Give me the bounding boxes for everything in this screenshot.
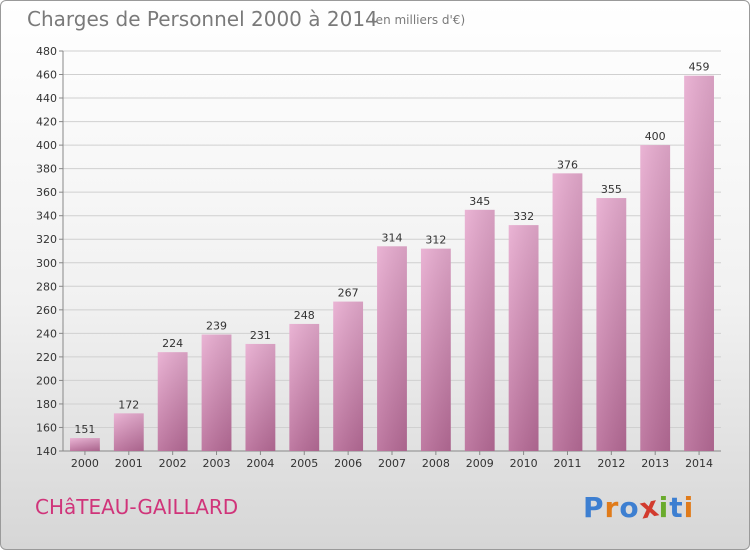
- y-tick-label: 460: [36, 69, 57, 82]
- bar-value-label: 267: [338, 287, 359, 300]
- y-tick-label: 240: [36, 327, 57, 340]
- bar-shade: [640, 145, 671, 451]
- proxiti-logo: Proxiti: [583, 489, 695, 526]
- y-tick-label: 380: [36, 163, 57, 176]
- bar-chart: 140 160 180 200 220 240 260 280 300 320 340 360 380 4…: [36, 45, 721, 470]
- x-tick-label: 2010: [510, 457, 538, 470]
- y-tick-label: 220: [36, 351, 57, 364]
- bar-value-label: 239: [206, 320, 227, 333]
- y-tick-label: 280: [36, 280, 57, 293]
- x-tick-label: 2011: [553, 457, 581, 470]
- x-tick-label: 2000: [71, 457, 99, 470]
- y-tick-label: 260: [36, 304, 57, 317]
- bar-value-label: 459: [689, 61, 710, 74]
- city-name: CHâTEAU-GAILLARD: [35, 495, 239, 519]
- bar-value-label: 151: [74, 423, 95, 436]
- bar-value-label: 312: [425, 234, 446, 247]
- x-tick-label: 2008: [422, 457, 450, 470]
- bar-value-label: 376: [557, 158, 578, 171]
- bar-shade: [464, 209, 495, 451]
- bar-value-label: 314: [382, 231, 403, 244]
- x-tick-label: 2014: [685, 457, 713, 470]
- y-tick-label: 320: [36, 233, 57, 246]
- x-tick-label: 2004: [246, 457, 274, 470]
- y-tick-label: 440: [36, 92, 57, 105]
- bar-value-label: 172: [118, 398, 139, 411]
- bar-value-label: 332: [513, 210, 534, 223]
- x-tick-label: 2007: [378, 457, 406, 470]
- x-tick-label: 2006: [334, 457, 362, 470]
- y-tick-label: 340: [36, 210, 57, 223]
- x-tick-label: 2002: [159, 457, 187, 470]
- bar-shade: [377, 246, 407, 451]
- y-tick-label: 300: [36, 257, 57, 270]
- y-tick-label: 200: [36, 374, 57, 387]
- bar-shade: [245, 343, 276, 451]
- bar-value-label: 224: [162, 337, 183, 350]
- bar-shade: [201, 334, 232, 451]
- bar-shade: [113, 413, 144, 451]
- bar-shade: [552, 173, 583, 451]
- bar-shade: [289, 323, 320, 451]
- chart-subtitle: (en milliers d'€): [371, 13, 466, 27]
- bar-value-label: 355: [601, 183, 622, 196]
- chart-title: Charges de Personnel 2000 à 2014: [27, 7, 378, 31]
- bar-shade: [684, 75, 714, 452]
- y-tick-label: 420: [36, 116, 57, 129]
- bar-value-label: 248: [294, 309, 315, 322]
- x-tick-label: 2013: [641, 457, 669, 470]
- bar-value-label: 345: [469, 195, 490, 208]
- x-tick-label: 2005: [290, 457, 318, 470]
- bar-shade: [333, 301, 364, 451]
- y-tick-label: 360: [36, 186, 57, 199]
- bar-shade: [596, 198, 627, 451]
- y-tick-label: 140: [36, 445, 57, 458]
- bar-value-label: 400: [645, 130, 666, 143]
- bar-shade: [508, 225, 539, 451]
- x-tick-label: 2003: [203, 457, 231, 470]
- y-tick-label: 180: [36, 398, 57, 411]
- bar-shade: [420, 248, 451, 451]
- y-tick-label: 400: [36, 139, 57, 152]
- bar-shade: [70, 438, 100, 451]
- y-tick-label: 480: [36, 45, 57, 58]
- x-tick-label: 2012: [597, 457, 625, 470]
- x-tick-label: 2009: [466, 457, 494, 470]
- bar-shade: [157, 352, 188, 451]
- bar-value-label: 231: [250, 329, 271, 342]
- x-tick-label: 2001: [115, 457, 143, 470]
- y-tick-label: 160: [36, 421, 57, 434]
